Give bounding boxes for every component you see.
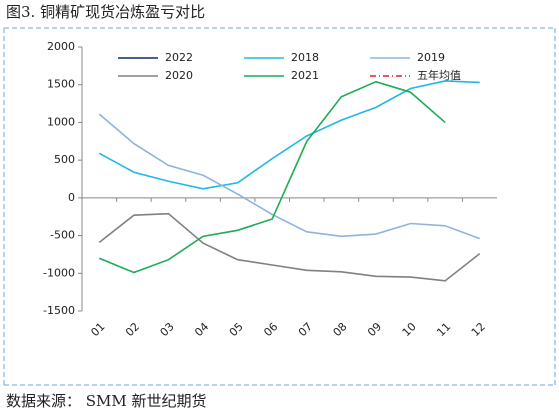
y-tick-label: 1000 xyxy=(47,115,75,128)
x-tick-label: 03 xyxy=(158,320,177,339)
legend-label: 2019 xyxy=(417,51,445,64)
y-tick-label: 2000 xyxy=(47,40,75,53)
source: 数据来源： SMM 新世纪期货 xyxy=(6,392,207,410)
x-tick-label: 11 xyxy=(434,320,453,339)
x-tick-label: 08 xyxy=(331,320,350,339)
y-tick-label: 0 xyxy=(68,191,75,204)
series-line xyxy=(98,212,481,282)
x-tick-label: 12 xyxy=(469,320,488,339)
legend-label: 2020 xyxy=(165,69,193,82)
x-tick-label: 02 xyxy=(123,320,142,339)
y-tick-label: -1000 xyxy=(43,266,75,279)
y-tick-label: 500 xyxy=(54,153,75,166)
y-tick-label: -500 xyxy=(50,229,75,242)
x-tick-label: 10 xyxy=(400,320,419,339)
legend-label: 2021 xyxy=(291,69,319,82)
y-tick-label: 1500 xyxy=(47,78,75,91)
series-line xyxy=(98,80,446,274)
chart-title: 图3. 铜精矿现货冶炼盈亏对比 xyxy=(6,3,205,21)
legend-label: 2022 xyxy=(165,51,193,64)
y-tick-label: -1500 xyxy=(43,304,75,317)
legend-label: 五年均值 xyxy=(417,68,461,82)
x-tick-label: 05 xyxy=(227,320,246,339)
x-tick-label: 09 xyxy=(365,320,384,339)
series-line xyxy=(98,113,480,240)
x-tick-label: 07 xyxy=(296,320,315,339)
x-tick-label: 04 xyxy=(192,320,211,339)
legend-label: 2018 xyxy=(291,51,319,64)
x-tick-label: 01 xyxy=(88,320,107,339)
x-tick-label: 06 xyxy=(261,320,280,339)
series-line xyxy=(98,80,480,190)
